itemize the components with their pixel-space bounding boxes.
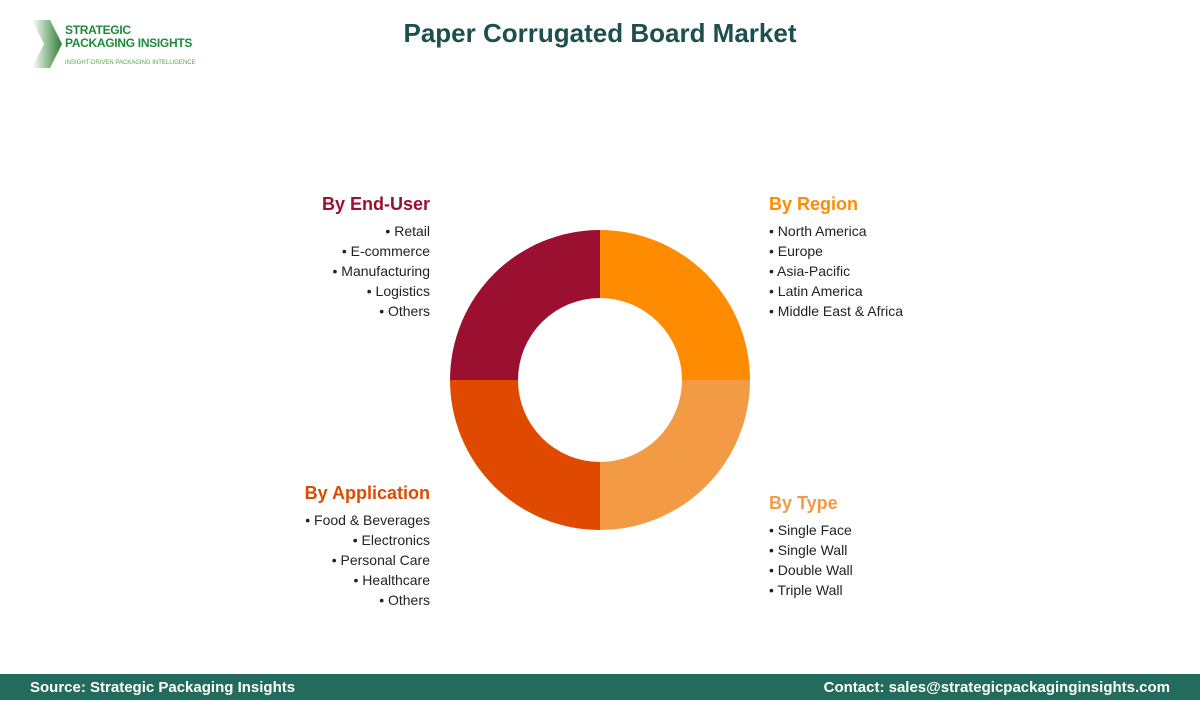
list-item: • Latin America [769, 283, 863, 299]
list-item: • Manufacturing [332, 263, 430, 279]
list-item: • North America [769, 223, 867, 239]
group-type: By Type • Single Face • Single Wall • Do… [769, 493, 853, 600]
chevron-logo-icon [32, 20, 62, 68]
list-item: • Double Wall [769, 562, 853, 578]
list-item: • E-commerce [341, 243, 430, 259]
logo-tagline: INSIGHT-DRIVEN PACKAGING INTELLIGENCE [65, 60, 196, 66]
list-item: • Personal Care [331, 552, 430, 568]
segment-region [600, 230, 750, 380]
list-item: • Retail [385, 223, 430, 239]
list-item: • Healthcare [353, 572, 431, 588]
list-item: • Asia-Pacific [769, 263, 851, 279]
page-title: Paper Corrugated Board Market [403, 18, 797, 48]
group-title: By Region [769, 194, 859, 214]
segment-type [600, 380, 750, 530]
logo-line1: STRATEGIC [65, 23, 131, 37]
logo: STRATEGIC PACKAGING INSIGHTS INSIGHT-DRIV… [30, 18, 210, 73]
list-item: • Logistics [366, 283, 430, 299]
segment-end-user [450, 230, 600, 380]
footer: Source: Strategic Packaging Insights Con… [0, 674, 1200, 700]
group-end-user: By End-User • Retail • E-commerce • Manu… [322, 194, 430, 321]
list-item: • Others [379, 303, 430, 319]
list-item: • Europe [769, 243, 823, 259]
donut-chart [450, 230, 750, 530]
group-application: By Application • Food & Beverages • Elec… [305, 483, 430, 610]
group-title: By End-User [321, 194, 430, 214]
group-title: By Type [769, 493, 838, 513]
list-item: • Others [379, 592, 430, 608]
contact-link[interactable]: Contact: sales@strategicpackaginginsight… [823, 679, 1170, 696]
segment-application [450, 380, 600, 530]
list-item: • Middle East & Africa [769, 303, 904, 319]
source-text: Source: Strategic Packaging Insights [30, 679, 296, 696]
logo-line2: PACKAGING INSIGHTS [65, 36, 193, 50]
list-item: • Electronics [352, 532, 430, 548]
list-item: • Single Wall [769, 542, 848, 558]
group-title: By Application [304, 483, 430, 503]
list-item: • Triple Wall [769, 582, 843, 598]
list-item: • Food & Beverages [305, 512, 430, 528]
list-item: • Single Face [769, 522, 852, 538]
group-region: By Region • North America • Europe • Asi… [769, 194, 903, 321]
